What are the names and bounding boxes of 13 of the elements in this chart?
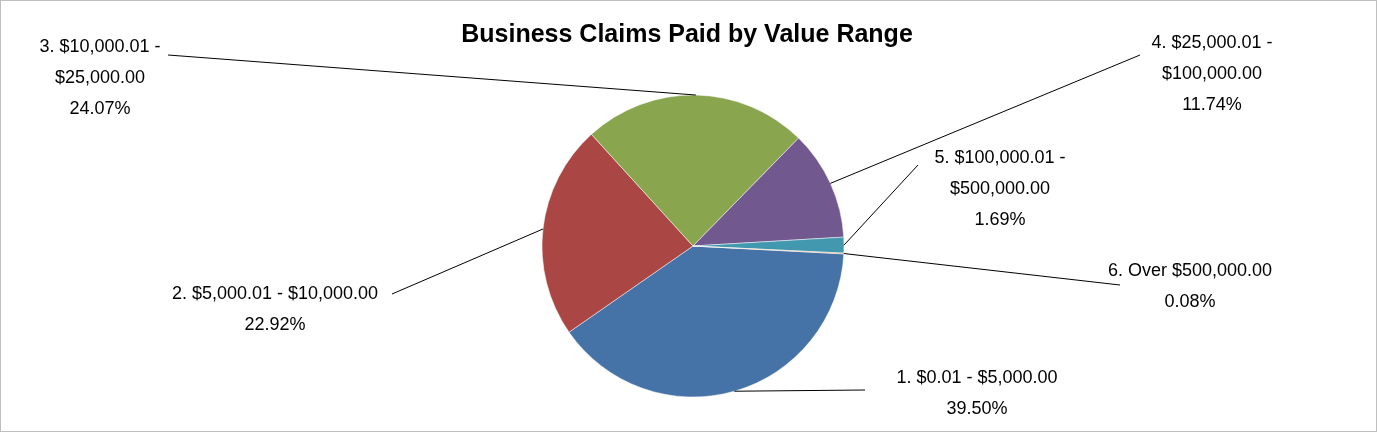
data-label: 24.07% bbox=[69, 98, 131, 118]
data-label: 1.69% bbox=[974, 209, 1026, 229]
data-label: 0.08% bbox=[1164, 291, 1216, 311]
data-label: 11.74% bbox=[1182, 94, 1242, 114]
data-label: 39.50% bbox=[946, 398, 1008, 418]
slice-label: 1. $0.01 - $5,000.00 bbox=[896, 367, 1058, 387]
slice-label: 6. Over $500,000.00 bbox=[1107, 260, 1273, 280]
slice-label: 2. $5,000.01 - $10,000.00 bbox=[171, 283, 379, 303]
data-label: 22.92% bbox=[244, 314, 306, 334]
slice-label: 3. $10,000.01 - $25,000.00 bbox=[39, 36, 161, 87]
chart-title: Business Claims Paid by Value Range bbox=[461, 19, 913, 47]
slice-label: 4. $25,000.01 - $100,000.00 bbox=[1151, 32, 1273, 83]
slice-label: 5. $100,000.01 - $500,000.00 bbox=[934, 147, 1066, 198]
